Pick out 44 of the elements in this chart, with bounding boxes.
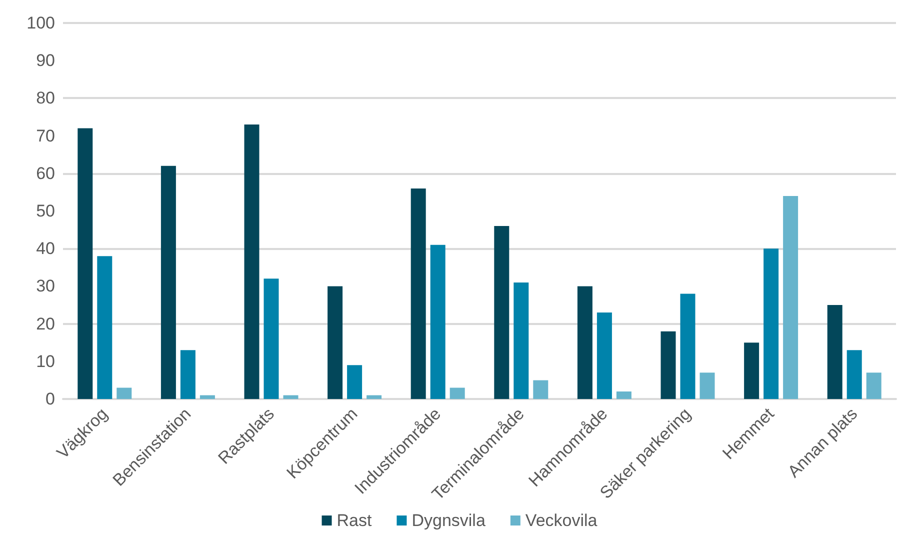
bar [744, 342, 760, 399]
bar [347, 365, 362, 399]
y-tick-label: 20 [36, 314, 55, 334]
bar [764, 248, 779, 399]
bar [866, 372, 882, 399]
y-tick-label: 30 [36, 276, 55, 296]
bar [494, 226, 510, 399]
y-tick-label: 40 [36, 239, 55, 258]
y-tick-label: 90 [36, 51, 55, 70]
legend-label: Dygnsvila [412, 511, 486, 530]
bar [680, 294, 696, 399]
bar [366, 395, 382, 399]
bar [160, 166, 176, 399]
bar [700, 372, 715, 399]
y-tick-label: 10 [36, 352, 55, 371]
y-tick-label: 50 [36, 202, 55, 220]
bar [514, 282, 529, 399]
bar [596, 312, 612, 399]
bar [616, 391, 632, 399]
bar [78, 128, 93, 399]
bar [450, 388, 465, 399]
bar [116, 388, 132, 399]
bar [846, 350, 862, 399]
y-tick-label: 80 [36, 88, 55, 108]
bar [430, 244, 446, 399]
y-tick-label: 100 [26, 14, 55, 32]
bar [533, 380, 548, 399]
bar [328, 286, 343, 399]
bar [97, 256, 112, 399]
y-tick-label: 0 [46, 390, 55, 408]
bar [244, 124, 260, 399]
bar [410, 188, 426, 399]
bar [283, 395, 298, 399]
bar [660, 331, 676, 399]
bar [827, 305, 842, 399]
y-tick-label: 60 [36, 164, 55, 183]
bar [180, 350, 196, 399]
bar [783, 196, 798, 399]
bar [264, 278, 279, 399]
legend-label: Rast [336, 511, 372, 530]
legend-label: Veckovila [525, 511, 598, 530]
bar [577, 286, 592, 399]
bar [200, 395, 215, 399]
y-tick-label: 70 [36, 126, 55, 146]
